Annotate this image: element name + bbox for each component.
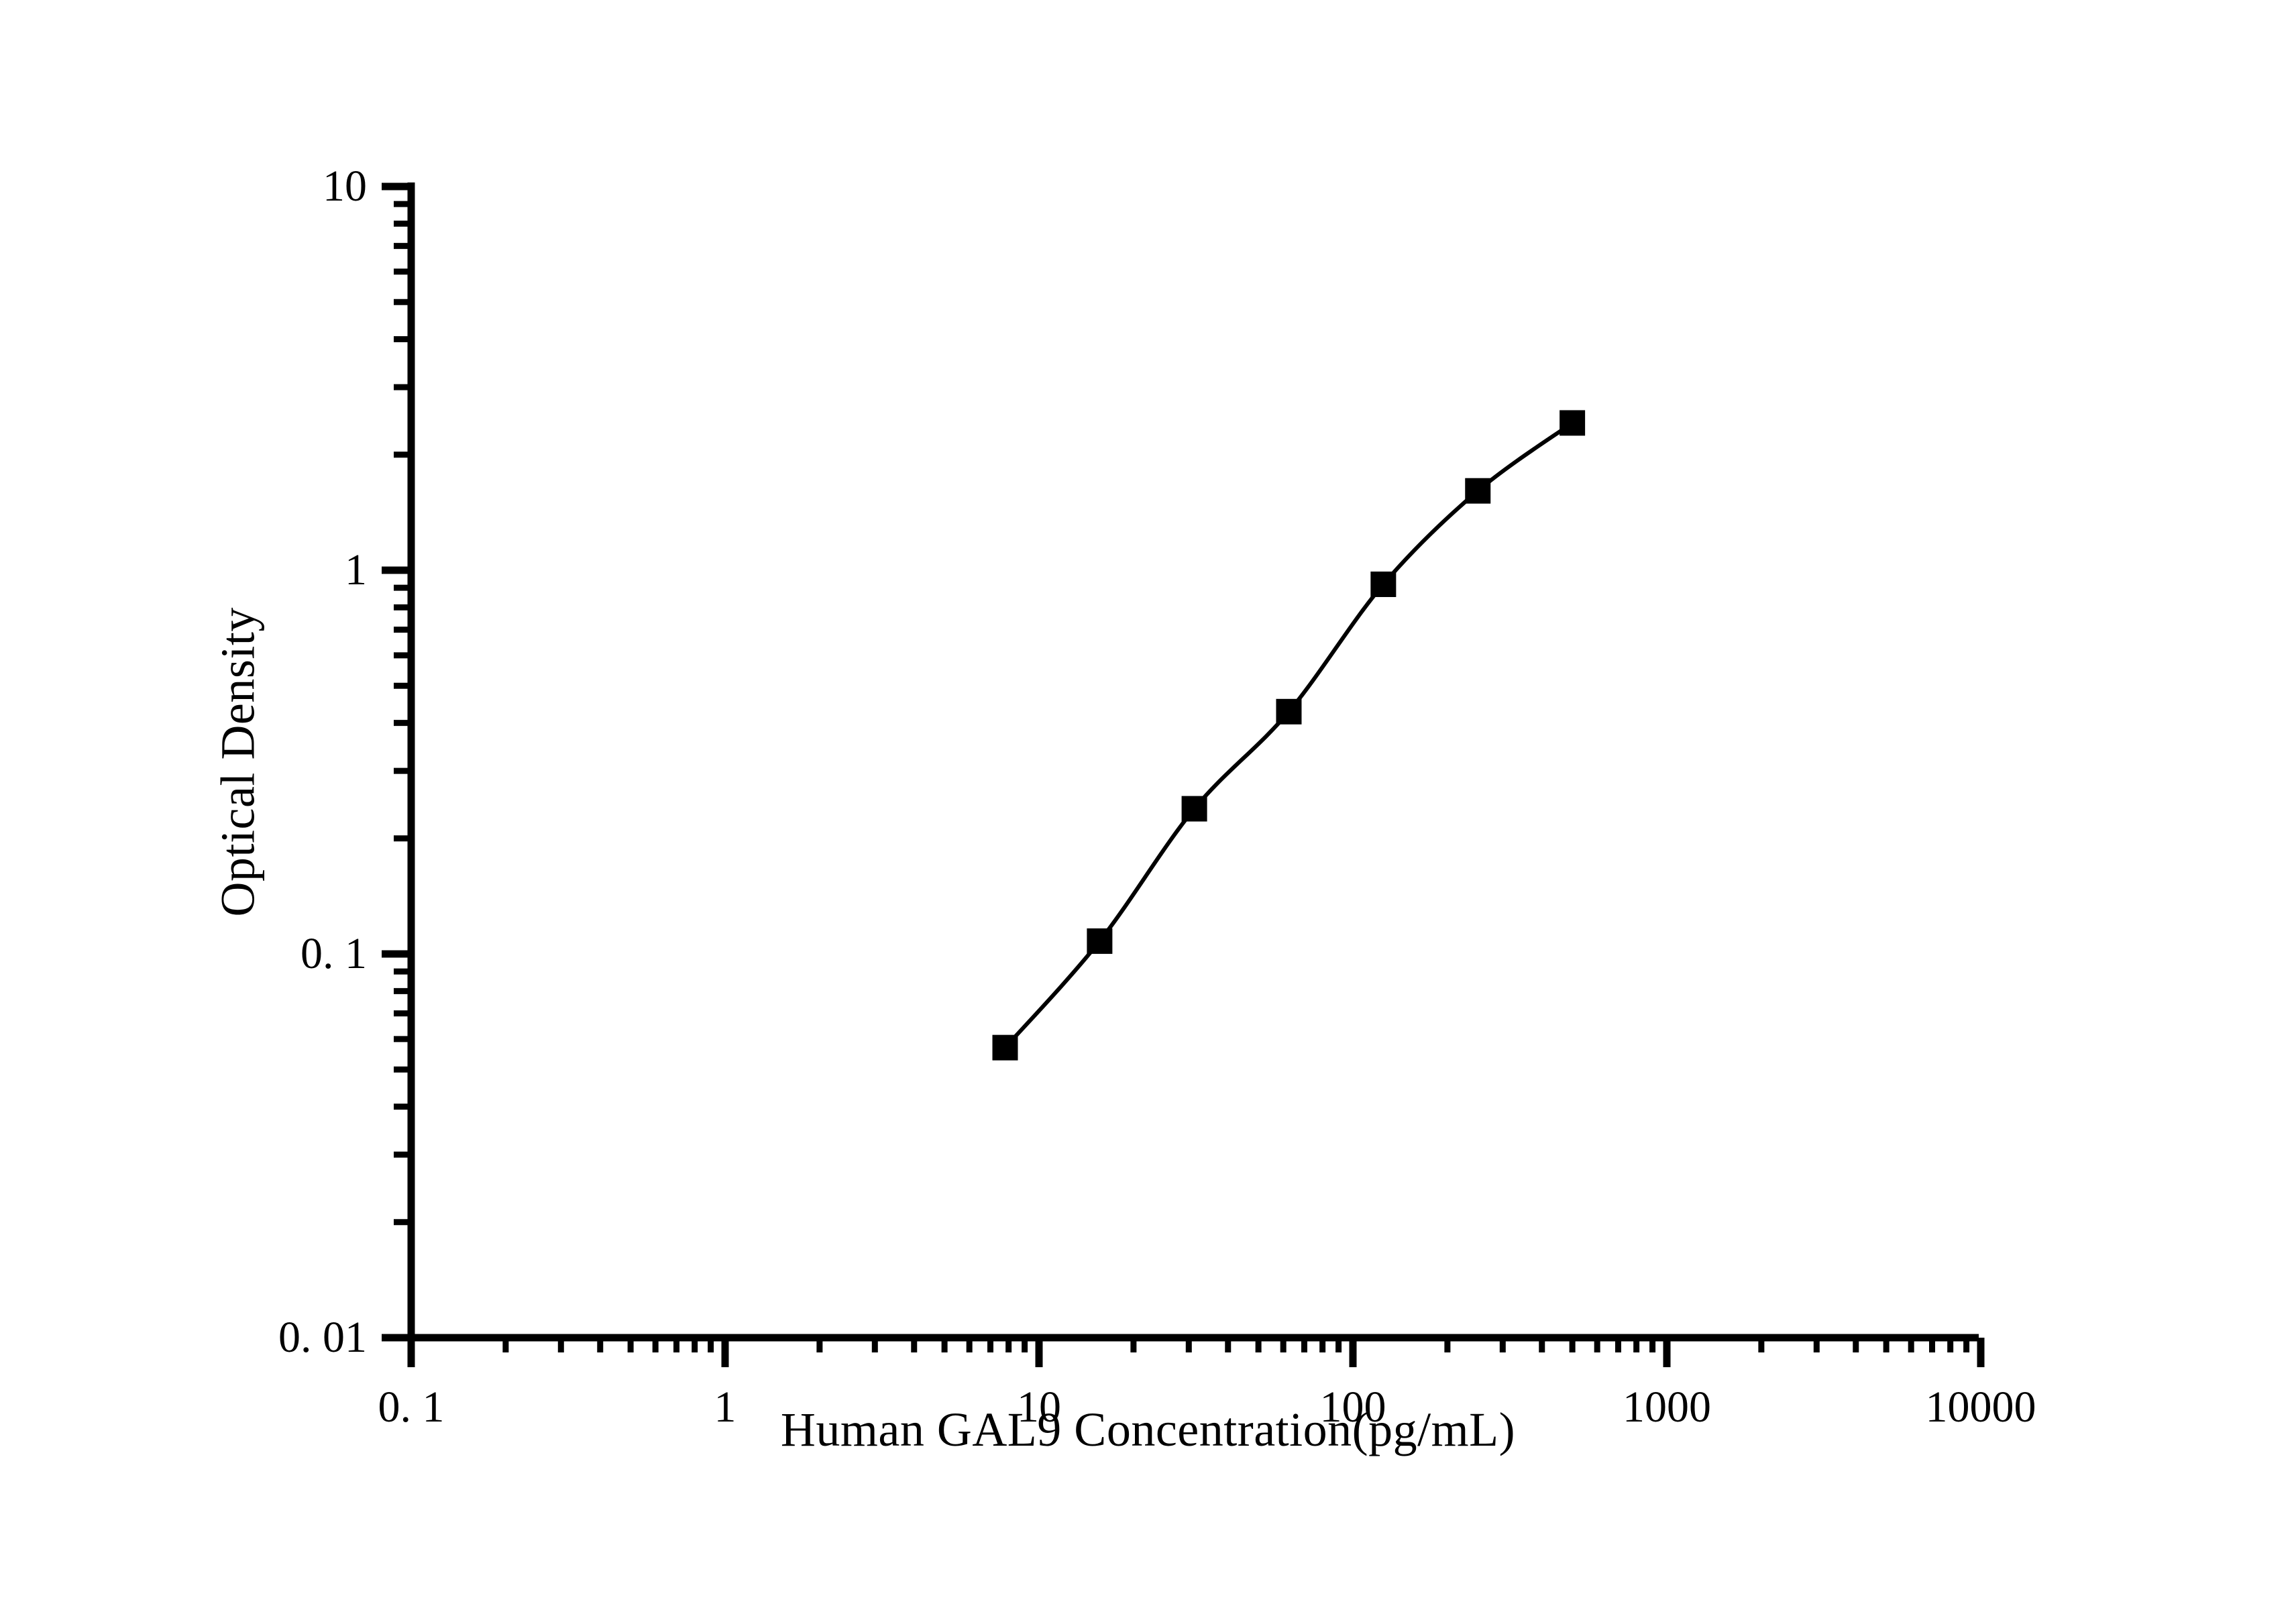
x-tick-label: 1 [714,1383,736,1432]
x-axis-title: Human GAL9 Concentration(pg/mL) [780,1403,1516,1456]
data-point-marker [1087,928,1113,954]
data-point-marker [1276,698,1302,725]
x-axis-ticks [407,1338,1985,1367]
data-point-marker [1465,478,1491,504]
axis-lines [392,182,1979,1360]
standard-curve-line [1003,421,1574,1049]
x-tick-label: 1000 [1623,1383,1711,1432]
x-tick-label: 10 [1017,1383,1061,1432]
data-point-marker [992,1034,1018,1061]
y-tick-label: 1 [345,545,367,594]
data-point-markers [992,410,1586,1061]
y-axis-ticks [382,182,411,1342]
y-axis-title: Optical Density [211,607,265,917]
x-tick-label: 100 [1319,1383,1386,1432]
data-point-marker [1560,410,1586,436]
data-point-marker [1181,796,1207,822]
y-tick-label: 10 [323,162,367,211]
x-tick-label: 0. 1 [378,1383,445,1432]
y-tick-label: 0. 1 [300,929,367,978]
y-tick-label: 0. 01 [278,1313,367,1362]
x-tick-label: 10000 [1925,1383,2036,1432]
data-point-marker [1370,571,1397,597]
